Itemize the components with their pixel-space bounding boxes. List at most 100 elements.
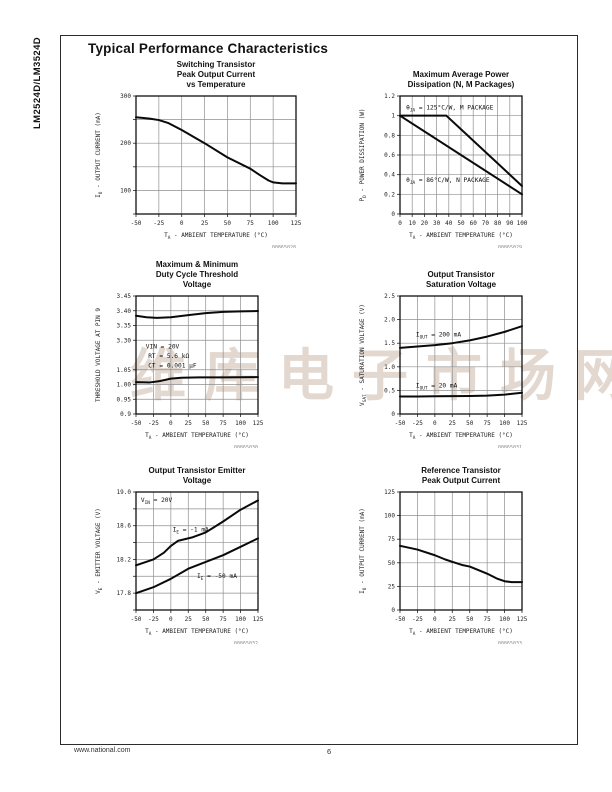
figure-id: 00865033 [498, 641, 522, 644]
x-tick-label: 80 [494, 220, 502, 227]
series-curve-ie-minus-1mA [135, 499, 259, 567]
y-axis-title: IO - OUTPUT CURRENT (mA) [359, 508, 368, 594]
charts-grid: Switching Transistor Peak Output Current v… [78, 60, 578, 644]
chart-title-line: Maximum & Minimum [155, 260, 239, 269]
x-tick-label: -50 [131, 616, 142, 623]
x-tick-label: 125 [517, 616, 528, 623]
plot-annotation: θJA = 86°C/W, N PACKAGE [406, 176, 490, 186]
sidebar-part-number-label: LM2524D/LM3524D [32, 36, 43, 130]
chart-title-line: Peak Output Current [421, 476, 501, 485]
chart-title: Output Transistor Saturation Voltage [400, 270, 522, 290]
chart-maximum-average-power-dissipation: Maximum Average Power Dissipation (N, M P… [342, 70, 592, 248]
y-tick-label: 0.95 [117, 396, 132, 403]
y-tick-label: 0.2 [384, 191, 395, 198]
figure-id: 00865032 [234, 641, 258, 644]
x-axis-title: TA - AMBIENT TEMPERATURE (°C) [145, 432, 249, 441]
chart-title-line: Output Transistor Emitter [148, 466, 246, 475]
chart-output-transistor-emitter-voltage: Output Transistor Emitter Voltage -50 -25 0… [78, 466, 328, 644]
y-tick-label: 0.4 [384, 172, 395, 179]
series-curve-minimum-threshold [135, 376, 259, 384]
chart-canvas: -50 -25 0 25 50 75 100 125 17.8 18.2 18.6 19.0 VIN =… [95, 489, 264, 644]
x-tick-label: 50 [466, 616, 474, 623]
y-axis-title: VSAT - SATURATION VOLTAGE (V) [359, 304, 368, 406]
charts-row-2: Maximum & Minimum Duty Cycle Threshold Vol… [78, 260, 578, 448]
y-tick-label: 0.9 [120, 411, 131, 418]
chart-title: Maximum Average Power Dissipation (N, M P… [400, 70, 522, 90]
x-tick-label: -25 [153, 220, 164, 227]
chart-title-line: Switching Transistor [176, 60, 256, 69]
x-tick-label: 100 [268, 220, 279, 227]
chart-canvas: -50 -25 0 25 50 75 100 125 100 200 300 TA - AMBIENT… [95, 93, 302, 248]
y-tick-label: 50 [388, 560, 396, 567]
plot-annotation: IOUT = 200 mA [416, 332, 461, 341]
chart-canvas: -50 -25 0 25 50 75 100 125 0 0.5 1.0 1.5 2.0 2.5 IOUT … [359, 293, 528, 448]
y-tick-label: 2.0 [384, 317, 395, 324]
x-tick-label: -50 [131, 220, 142, 227]
series-curve-reference-peak-output-current [399, 544, 523, 584]
y-tick-label: 1 [391, 113, 395, 120]
x-tick-label: 125 [253, 616, 264, 623]
chart-output-transistor-saturation-voltage: Output Transistor Saturation Voltage -50-… [342, 270, 592, 448]
plot-border [135, 295, 259, 415]
x-tick-label: 0 [180, 220, 184, 227]
x-tick-label: 50 [224, 220, 232, 227]
y-tick-label: 17.8 [117, 590, 132, 597]
x-tick-label: 100 [499, 616, 510, 623]
x-tick-label: 0 [169, 616, 173, 623]
y-tick-label: 18.6 [117, 523, 132, 530]
plot-border [135, 491, 259, 611]
x-tick-label: -25 [148, 616, 159, 623]
x-tick-label: 125 [517, 420, 528, 427]
x-tick-label: -25 [412, 420, 423, 427]
charts-row-1: Switching Transistor Peak Output Current v… [78, 60, 578, 248]
plot-annotation: IOUT = 20 mA [416, 382, 458, 391]
chart-title-line: Voltage [182, 476, 212, 485]
chart-title-line: vs Temperature [186, 80, 246, 89]
y-tick-label: 3.45 [117, 293, 132, 300]
y-tick-label: 100 [384, 513, 395, 520]
y-tick-label: 25 [388, 583, 396, 590]
x-axis-title: TA - AMBIENT TEMPERATURE (°C) [164, 232, 268, 241]
x-tick-label: 50 [202, 616, 210, 623]
x-tick-label: 75 [484, 616, 492, 623]
chart-canvas: 0 10 20 30 40 50 60 70 80 90 100 0 0.2 0.4 0.6 0.8 1 1.2 θ… [359, 93, 528, 248]
series-curve-iout-20mA [399, 391, 523, 398]
y-tick-label: 3.35 [117, 323, 132, 330]
x-tick-label: 50 [202, 420, 210, 427]
y-tick-label: 3.40 [117, 308, 132, 315]
chart-title: Output Transistor Emitter Voltage [136, 466, 258, 486]
x-axis-title: TA - AMBIENT TEMPERATURE (°C) [409, 628, 513, 637]
x-tick-label: 50 [466, 420, 474, 427]
y-tick-label: 1.2 [384, 93, 395, 100]
x-tick-label: 0 [169, 420, 173, 427]
y-tick-label: 0.5 [384, 387, 395, 394]
figure-id: 00865029 [498, 245, 522, 248]
x-axis-title: TA - AMBIENT TEMPERATURE (°C) [145, 628, 249, 637]
x-tick-label: 75 [220, 616, 228, 623]
plot-border [399, 491, 523, 611]
series-curve-m-package-125C-per-W [399, 114, 523, 196]
y-axis-title: IO - OUTPUT CURRENT (mA) [95, 112, 104, 198]
x-tick-label: 100 [235, 616, 246, 623]
chart-title: Reference Transistor Peak Output Current [400, 466, 522, 486]
chart-title: Maximum & Minimum Duty Cycle Threshold Vol… [136, 260, 258, 290]
chart-canvas: -50 -25 0 25 50 75 100 125 0 25 50 75 100 125 TA - AMB… [359, 489, 528, 644]
x-tick-label: -50 [395, 616, 406, 623]
x-tick-label: 50 [457, 220, 465, 227]
plot-annotation: IE = -1 mA [173, 527, 209, 536]
y-tick-label: 100 [120, 187, 131, 194]
y-tick-label: 1.05 [117, 367, 132, 374]
plot-annotation: VIN = 20V [146, 344, 180, 351]
x-tick-label: 125 [253, 420, 264, 427]
y-axis-title: THRESHOLD VOLTAGE AT PIN 9 [95, 308, 102, 402]
chart-title-line: Peak Output Current [176, 70, 256, 79]
x-tick-label: 100 [517, 220, 528, 227]
x-tick-label: -25 [412, 616, 423, 623]
y-tick-label: 1.5 [384, 340, 395, 347]
x-tick-label: 60 [470, 220, 478, 227]
y-axis-title: VE - EMITTER VOLTAGE (V) [95, 508, 104, 594]
chart-title: Switching Transistor Peak Output Current v… [136, 60, 296, 90]
chart-switching-transistor-peak-output-current: Switching Transistor Peak Output Current v… [78, 60, 328, 248]
y-tick-label: 1.0 [384, 364, 395, 371]
y-axis-title: PD - POWER DISSIPATION (W) [359, 109, 368, 202]
